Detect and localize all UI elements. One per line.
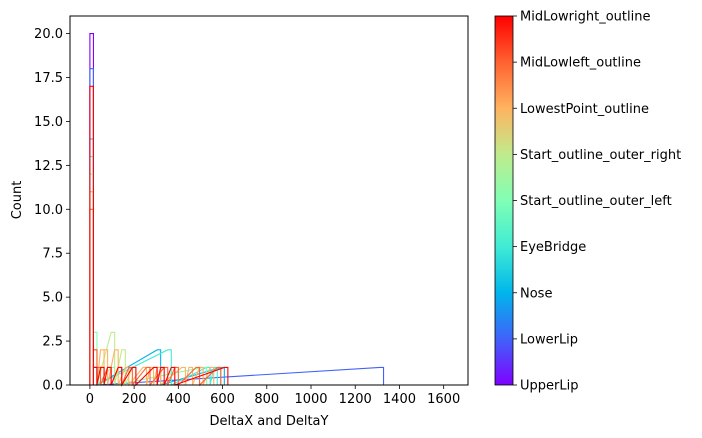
x-tick-label: 200 [122,392,147,407]
colorbar-label: UpperLip [520,379,578,394]
series-lowestpoint-outline [89,191,215,387]
y-tick-label: 12.5 [34,159,63,174]
x-tick-label: 600 [210,392,235,407]
x-tick-label: 0 [86,392,94,407]
colorbar-ticks: UpperLip LowerLip Nose EyeBridge Start_outli… [513,10,681,394]
series-midlowright-outline [89,85,449,387]
series-midlowleft-outline [89,208,222,387]
histogram-step-midlowleft-outline [89,208,222,387]
histogram-step-lowerlip [89,68,385,386]
colorbar-label: LowestPoint_outline [520,102,649,117]
histogram-step-midlowright-outline [89,85,449,387]
y-tick-label: 15.0 [34,115,63,130]
y-tick-label: 5.0 [42,291,63,306]
colorbar-label: MidLowright_outline [520,10,650,25]
y-tick-label: 10.0 [34,203,63,218]
y-tick-label: 7.5 [42,247,63,262]
y-axis-ticks: 0.0 2.5 5.0 7.5 10.0 12.5 15.0 17.5 20.0 [34,27,70,394]
y-axis-label: Count [10,181,25,220]
histogram-step-nose [89,138,225,386]
colorbar-label: Start_outline_outer_right [520,148,681,163]
colorbar-label: Start_outline_outer_left [520,194,672,209]
x-tick-label: 800 [254,392,279,407]
histogram-step-lowestpoint-outline [89,191,215,387]
colorbar [494,15,514,386]
y-tick-label: 2.5 [42,335,63,350]
series-nose [89,138,225,386]
x-tick-label: 400 [166,392,191,407]
x-tick-label: 1200 [339,392,372,407]
x-tick-label: 1400 [383,392,416,407]
colorbar-label: Nose [520,286,552,301]
x-tick-label: 1000 [294,392,327,407]
x-axis-ticks: 0 200 400 600 800 1000 1200 1400 1600 [86,385,460,407]
y-tick-label: 17.5 [34,71,63,86]
plot-area [89,33,449,387]
plot-frame [69,15,469,386]
colorbar-label: LowerLip [520,332,578,347]
series-lowerlip [89,68,385,386]
y-tick-label: 0.0 [42,379,63,394]
colorbar-label: EyeBridge [520,240,586,255]
colorbar-label: MidLowleft_outline [520,56,641,71]
x-axis-label: DeltaX and DeltaY [210,414,329,429]
x-tick-label: 1600 [427,392,460,407]
y-tick-label: 20.0 [34,27,63,42]
